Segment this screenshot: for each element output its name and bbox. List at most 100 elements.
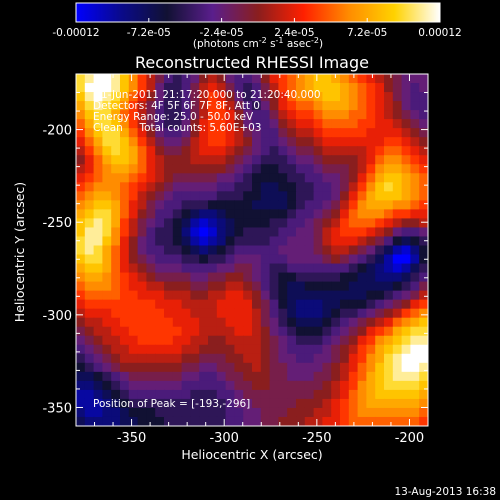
heatmap-cell [172,209,183,220]
heatmap-cell [410,308,420,319]
heatmap-cell [340,245,350,256]
heatmap-cell [410,299,420,310]
heatmap-cell [392,317,403,328]
heatmap-cell [84,299,95,310]
heatmap-cell [401,299,411,310]
heatmap-cell [102,317,112,328]
heatmap-cell [172,263,183,274]
heatmap-cell [419,398,428,409]
heatmap-cell [331,110,341,120]
heatmap-cell [181,236,191,247]
heatmap-cell [243,110,253,120]
heatmap-cell [401,245,411,256]
heatmap-cell [296,254,306,265]
heatmap-cell [260,272,271,283]
heatmap-cell [366,290,376,301]
heatmap-cell [102,245,112,256]
heatmap-cell [146,236,156,247]
heatmap-cell [137,101,147,111]
heatmap-cell [111,299,121,310]
heatmap-cell [234,299,244,310]
heatmap-cell [340,128,350,138]
heatmap-cell [366,164,376,174]
heatmap-cell [84,398,95,409]
heatmap-cell [199,317,209,328]
heatmap-cell [340,137,350,147]
heatmap-cell [199,164,209,174]
heatmap-cell [260,371,271,382]
heatmap-cell [313,92,323,102]
heatmap-cell [269,407,279,418]
heatmap-cell [331,245,341,256]
heatmap-cell [199,191,209,201]
heatmap-cell [128,407,139,418]
heatmap-cell [243,272,253,283]
heatmap-cell [111,308,121,319]
heatmap-cell [401,128,411,138]
heatmap-cell [392,164,403,174]
heatmap-cell [137,74,147,84]
heatmap-cell [384,317,394,328]
heatmap-cell [243,263,253,274]
heatmap-cell [384,101,394,111]
heatmap-cell [146,182,156,192]
heatmap-cell [401,164,411,174]
heatmap-cell [322,128,332,138]
heatmap-cell [199,353,209,364]
heatmap-cell [392,326,403,337]
heatmap-cell [260,236,271,247]
heatmap-cell [357,137,367,147]
heatmap-cell [366,137,376,147]
heatmap-cell [120,281,130,292]
heatmap-cell [76,218,86,229]
heatmap-cell [102,164,112,174]
heatmap-cell [93,218,103,229]
heatmap-cell [287,137,297,147]
heatmap-cell [172,227,183,238]
heatmap-cell [155,344,165,355]
heatmap-cell [84,371,95,382]
heatmap-cell [172,308,183,319]
heatmap-cell [225,407,235,418]
heatmap-cell [84,101,95,111]
heatmap-cell [208,83,218,93]
heatmap-cell [401,92,411,102]
heatmap-cell [348,83,359,93]
heatmap-cell [243,101,253,111]
heatmap-cell [392,407,403,418]
heatmap-cell [199,290,209,301]
heatmap-cell [76,344,86,355]
heatmap-cell [384,119,394,129]
heatmap-cell [331,389,341,400]
heatmap-cell [410,119,420,129]
heatmap-cell [243,146,253,156]
heatmap-cell [172,110,183,120]
heatmap-cell [313,353,323,364]
heatmap-cell [181,164,191,174]
heatmap-cell [225,362,235,373]
heatmap-cell [120,416,130,426]
heatmap-cell [313,245,323,256]
heatmap-cell [348,128,359,138]
heatmap-cell [340,254,350,265]
heatmap-cell [260,353,271,364]
heatmap-cell [93,335,103,346]
colorbar-ticks: -0.00012 -7.2e-05 -2.4e-05 2.4e-05 7.2e-05 0.… [52,18,462,39]
heatmap-cell [111,119,121,129]
heatmap-cell [278,272,288,283]
heatmap-cell [76,362,86,373]
heatmap-cell [348,110,359,120]
heatmap-cell [357,83,367,93]
heatmap-cell [419,371,428,382]
heatmap-cell [331,317,341,328]
heatmap-cell [401,182,411,192]
heatmap-cell [199,110,209,120]
heatmap-cell [111,353,121,364]
heatmap-cell [172,353,183,364]
heatmap-cell [410,398,420,409]
heatmap-cell [260,380,271,391]
heatmap-cell [375,146,385,156]
heatmap-cell [357,416,367,426]
heatmap-cell [322,245,332,256]
heatmap-cell [93,200,103,210]
